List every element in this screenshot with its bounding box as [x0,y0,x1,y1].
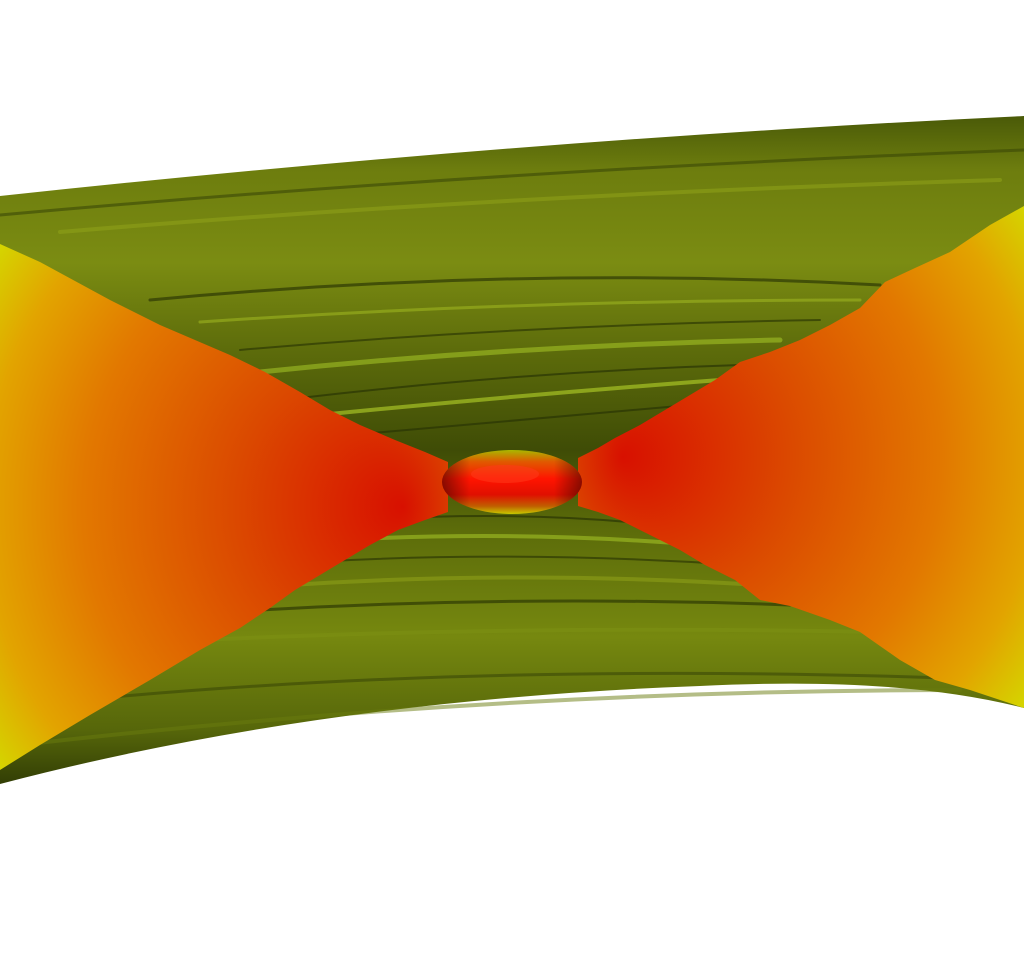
left-cone [0,244,448,770]
right-cone [578,206,1024,708]
central-throat [442,450,582,514]
